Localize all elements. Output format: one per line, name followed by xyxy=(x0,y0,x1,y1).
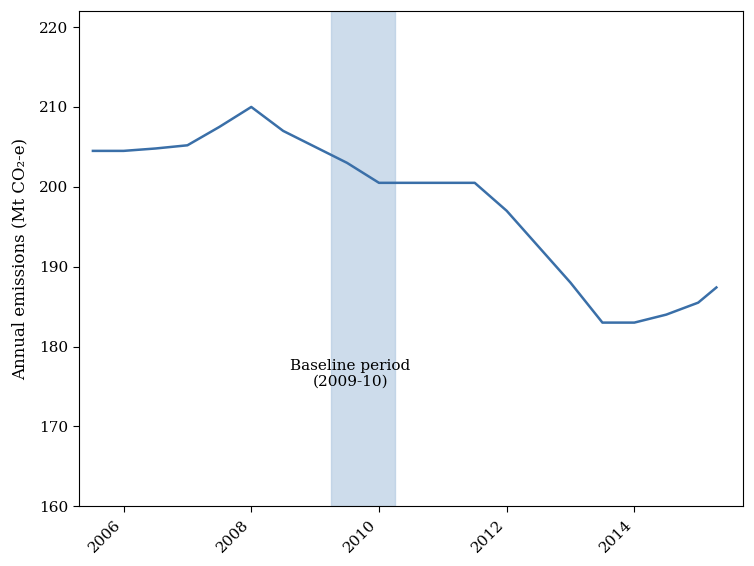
Y-axis label: Annual emissions (Mt CO₂-e): Annual emissions (Mt CO₂-e) xyxy=(11,138,28,380)
Text: Baseline period
(2009-10): Baseline period (2009-10) xyxy=(290,358,410,389)
Bar xyxy=(331,11,395,507)
